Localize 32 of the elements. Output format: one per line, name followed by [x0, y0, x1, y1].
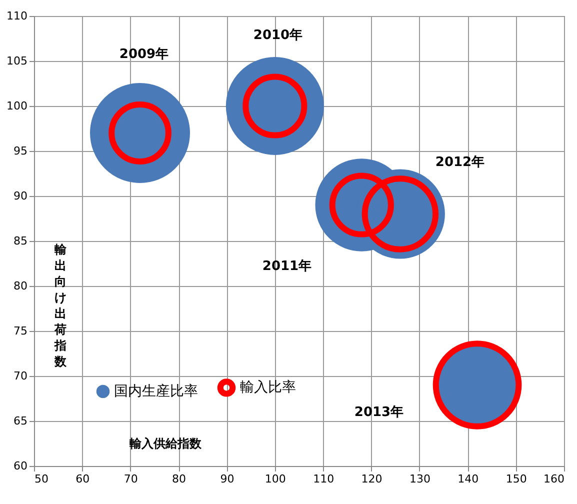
legend-label: 輸入比率: [240, 380, 296, 396]
x-tick-label: 80: [172, 472, 186, 486]
y-tick-label: 100: [6, 100, 28, 112]
y-tick-label: 90: [14, 190, 28, 202]
y-tick-label: 110: [6, 10, 28, 22]
x-tick-label: 60: [76, 472, 90, 486]
y-tick-label: 75: [14, 324, 28, 338]
x-tick-label: 100: [264, 472, 286, 486]
x-tick-label: 90: [220, 472, 234, 486]
y-tick-label: 80: [14, 280, 28, 292]
annotation: 2013年: [354, 405, 404, 420]
y-tick-label: 85: [14, 234, 28, 248]
annotation: 2010年: [253, 28, 303, 43]
annotation: 2009年: [119, 47, 169, 62]
y-tick-label: 60: [14, 460, 28, 472]
x-tick-label: 140: [458, 472, 479, 486]
annotation: 2011年: [262, 259, 312, 274]
annotation: 2012年: [435, 155, 485, 170]
y-tick-label: 70: [14, 370, 28, 382]
y-tick-label: 65: [14, 414, 28, 428]
x-axis-title: 輸入供給指数: [128, 436, 202, 450]
legend-label: 国内生産比率: [114, 383, 198, 400]
x-tick-label: 130: [409, 472, 430, 486]
y-axis-title: 輸出向け出荷指数: [54, 242, 68, 368]
x-tick-label: 120: [361, 472, 382, 486]
x-tick-label: 70: [124, 472, 138, 486]
x-tick-label: 50: [34, 472, 48, 486]
x-tick-label: 150: [506, 472, 527, 486]
y-tick-label: 95: [14, 144, 28, 158]
x-tick-label: 160: [544, 472, 564, 486]
y-tick-label: 105: [6, 54, 28, 68]
x-tick-label: 110: [313, 472, 334, 486]
